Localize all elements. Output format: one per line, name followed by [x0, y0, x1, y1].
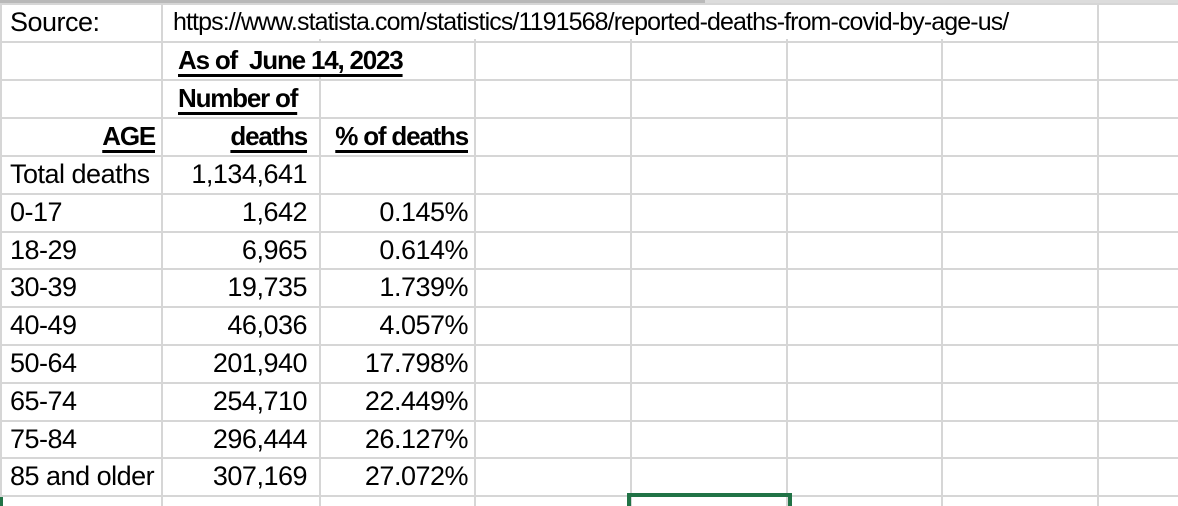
gridline-horizontal — [0, 420, 1178, 422]
age-cell[interactable]: 75-84 — [10, 423, 77, 454]
source-url-cell[interactable]: https://www.statista.com/statistics/1191… — [163, 5, 1095, 39]
percent-cell[interactable]: 17.798% — [364, 347, 469, 378]
percent-cell[interactable]: 22.449% — [364, 385, 469, 416]
gridline-horizontal — [0, 3, 1178, 5]
deaths-cell[interactable]: 307,169 — [212, 460, 308, 491]
deaths-cell[interactable]: 254,710 — [212, 385, 308, 416]
deaths-cell[interactable]: 1,642 — [241, 196, 308, 227]
age-cell[interactable]: 40-49 — [10, 309, 77, 340]
gridline-vertical — [319, 3, 321, 506]
gridline-horizontal — [0, 457, 1178, 459]
gridline-horizontal — [0, 41, 1178, 43]
percent-cell[interactable]: 0.614% — [379, 234, 468, 265]
selection-border-fragment — [0, 497, 3, 506]
age-cell[interactable]: 50-64 — [10, 347, 77, 378]
deaths-cell[interactable]: 201,940 — [212, 347, 308, 378]
percent-cell[interactable]: 26.127% — [364, 423, 469, 454]
deaths-cell[interactable]: 46,036 — [227, 309, 307, 340]
gridline-vertical — [474, 3, 476, 506]
gridline-vertical — [786, 3, 788, 506]
deaths-cell[interactable]: 6,965 — [241, 234, 308, 265]
gridline-horizontal — [0, 306, 1178, 308]
as-of-date-cell[interactable]: As of June 14, 2023 — [163, 43, 473, 77]
gridline-horizontal — [0, 268, 1178, 270]
top-crop-band-light — [705, 0, 1178, 3]
age-cell[interactable]: 30-39 — [10, 271, 77, 302]
pct-of-deaths-header-cell[interactable]: % of deaths — [335, 120, 469, 151]
gridline-horizontal — [0, 193, 1178, 195]
source-label-cell[interactable]: Source: — [10, 6, 100, 37]
gridline-horizontal — [0, 382, 1178, 384]
selected-cell-border[interactable] — [627, 493, 792, 506]
gridline-horizontal — [0, 231, 1178, 233]
gridline-vertical — [0, 3, 2, 506]
gridline-vertical — [941, 3, 943, 506]
percent-cell[interactable]: 27.072% — [364, 460, 469, 491]
deaths-cell[interactable]: 19,735 — [227, 271, 307, 302]
total-deaths-value-cell[interactable]: 1,134,641 — [191, 158, 307, 189]
deaths-header-cell[interactable]: deaths — [230, 120, 308, 151]
gridline-vertical — [630, 3, 632, 506]
percent-cell[interactable]: 1.739% — [379, 271, 468, 302]
gridline-horizontal — [0, 344, 1178, 346]
age-cell[interactable]: 0-17 — [10, 196, 63, 227]
age-cell[interactable]: 85 and older — [10, 460, 155, 491]
age-cell[interactable]: 18-29 — [10, 234, 77, 265]
total-deaths-label-cell[interactable]: Total deaths — [10, 158, 150, 189]
age-header-cell[interactable]: AGE — [102, 120, 156, 151]
gridline-vertical — [161, 3, 163, 506]
age-cell[interactable]: 65-74 — [10, 385, 77, 416]
percent-cell[interactable]: 4.057% — [379, 309, 468, 340]
gridline-horizontal — [0, 155, 1178, 157]
gridline-horizontal — [0, 117, 1178, 119]
gridline-vertical — [1097, 3, 1099, 506]
percent-cell[interactable]: 0.145% — [379, 196, 468, 227]
number-of-header-cell[interactable]: Number of — [178, 82, 298, 113]
top-crop-band-dark — [0, 0, 705, 3]
gridline-horizontal — [0, 79, 1178, 81]
deaths-cell[interactable]: 296,444 — [212, 423, 308, 454]
gridline-horizontal — [0, 495, 1178, 497]
